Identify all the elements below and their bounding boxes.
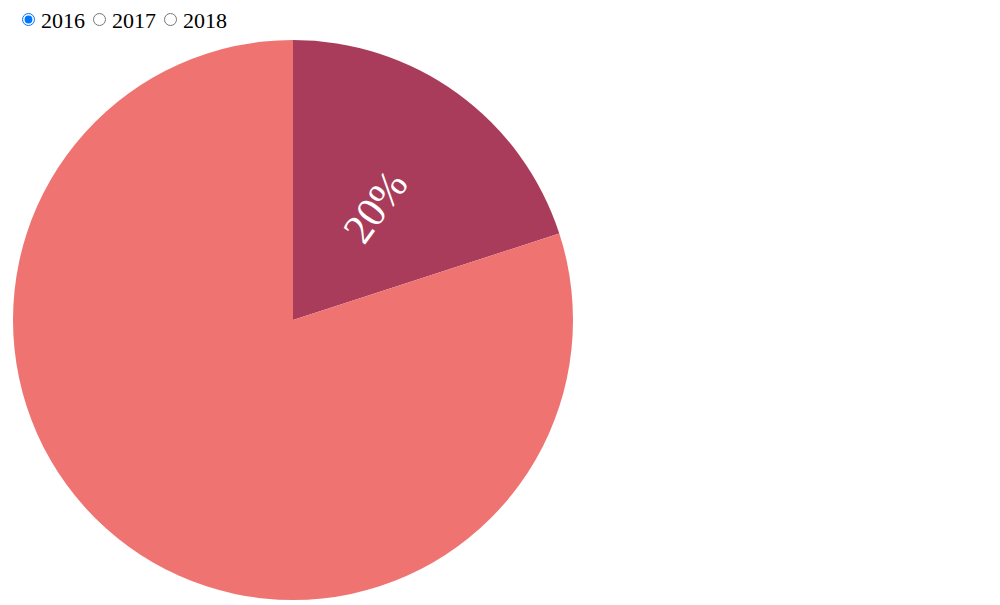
- year-option[interactable]: 2016: [20, 8, 85, 33]
- pie-slice: [13, 40, 573, 600]
- year-option[interactable]: 2018: [162, 8, 227, 33]
- radio-button[interactable]: [22, 13, 35, 26]
- data-label: 20%: [334, 162, 416, 251]
- pie: 20%: [13, 40, 573, 600]
- chart: 20%: [0, 0, 1000, 605]
- year-selector: 2016 2017 2018: [20, 8, 233, 34]
- year-option[interactable]: 2017: [91, 8, 156, 33]
- option-label[interactable]: 2017: [112, 8, 156, 33]
- option-label[interactable]: 2016: [41, 8, 85, 33]
- option-label[interactable]: 2018: [183, 8, 227, 33]
- radio-button[interactable]: [93, 13, 106, 26]
- radio-button[interactable]: [164, 13, 177, 26]
